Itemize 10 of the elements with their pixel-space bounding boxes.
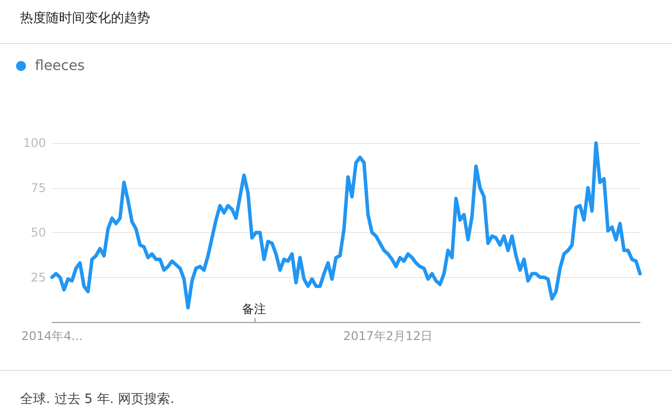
y-tick-label: 50	[30, 226, 46, 240]
legend-label: fleeces	[35, 58, 85, 74]
x-tick-label: 2014年4...	[21, 329, 83, 343]
y-tick-label: 100	[23, 136, 46, 150]
annotation: 备注	[242, 302, 266, 316]
text: 全球. 过去 5 年. 网页搜索.	[20, 391, 174, 408]
y-tick-label: 75	[30, 180, 46, 195]
chart-title: 热度随时间变化的趋势	[20, 10, 150, 27]
x-tick-label: 2017年2月12日	[343, 329, 433, 343]
y-tick-label: 25	[30, 270, 46, 284]
